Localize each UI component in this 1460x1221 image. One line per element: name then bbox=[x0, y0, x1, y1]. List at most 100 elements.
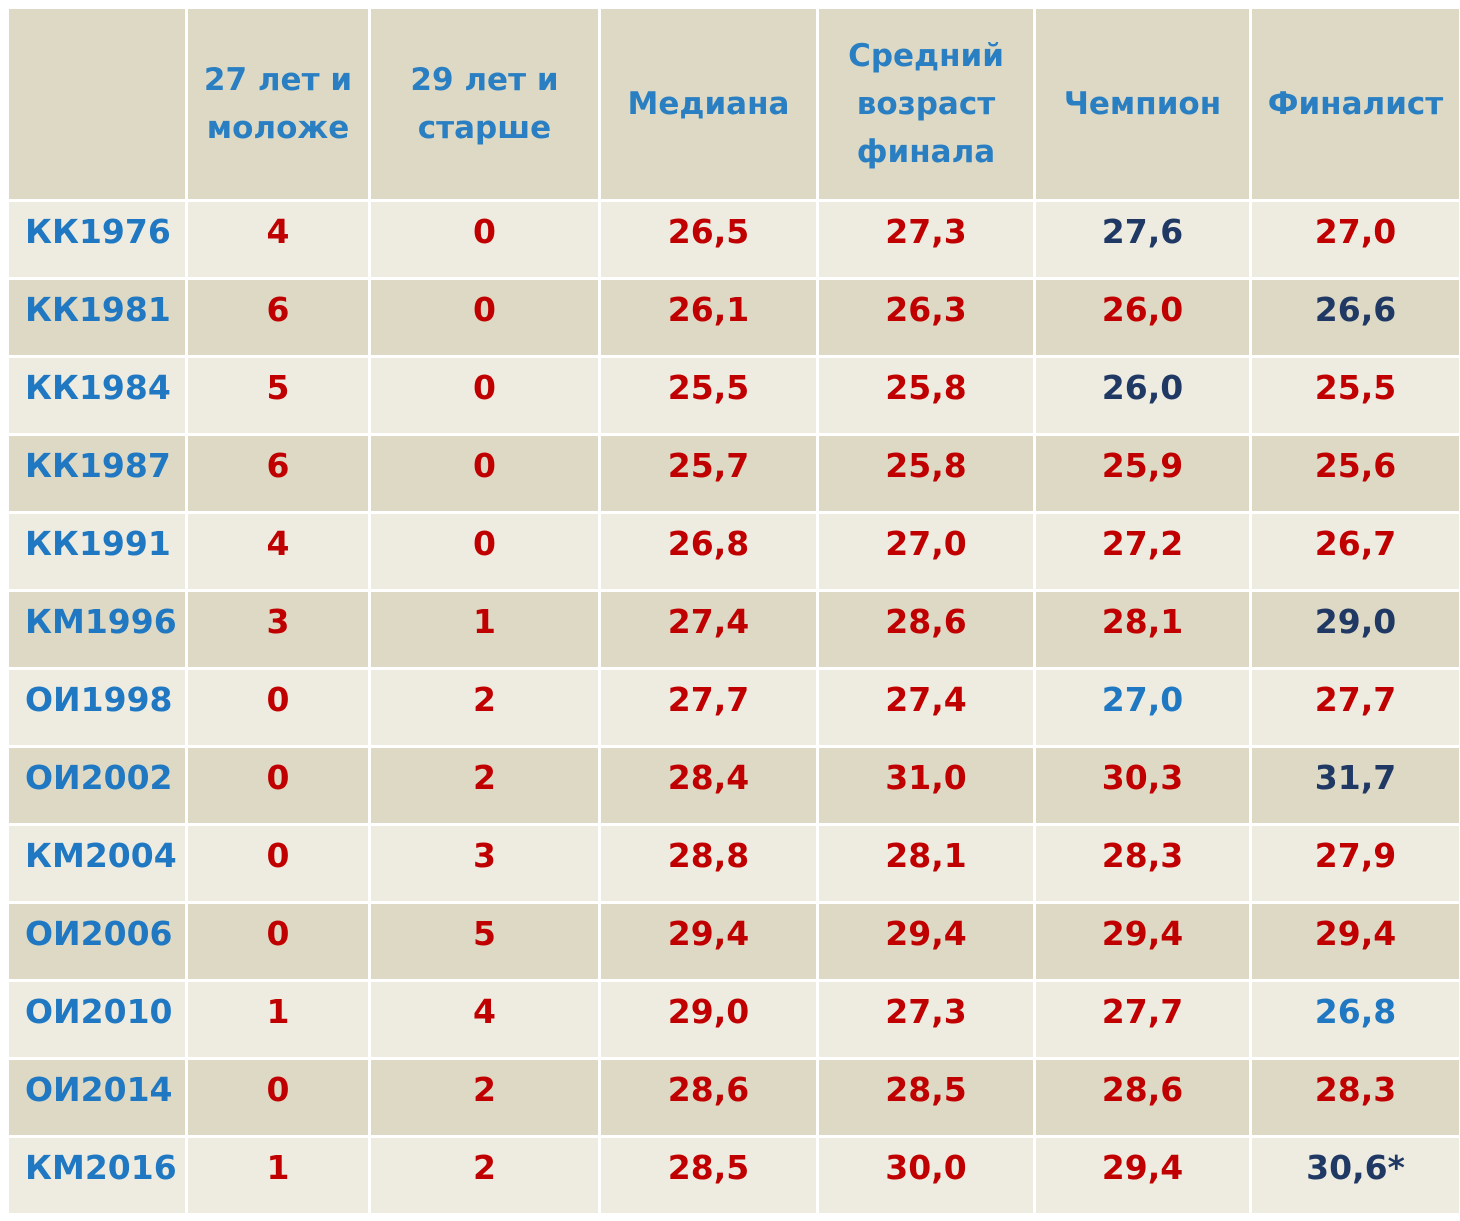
cell-old: 3 bbox=[371, 826, 598, 901]
cell-old-value: 2 bbox=[473, 1148, 496, 1187]
table-row: ОИ1998 0 2 27,7 27,4 27,0 27,7 bbox=[9, 670, 1459, 745]
row-label: КК1981 bbox=[9, 280, 185, 355]
row-label: ОИ2002 bbox=[9, 748, 185, 823]
header-line: старше bbox=[417, 110, 552, 146]
cell-finalist: 27,9 bbox=[1252, 826, 1459, 901]
table-row: КК1991 4 0 26,8 27,0 27,2 26,7 bbox=[9, 514, 1459, 589]
cell-finalist-value: 29,4 bbox=[1314, 914, 1397, 953]
cell-old: 4 bbox=[371, 982, 598, 1057]
cell-finalist: 25,6 bbox=[1252, 436, 1459, 511]
cell-old-value: 0 bbox=[473, 212, 496, 251]
age-table-container: 27 лет и моложе 29 лет и старше Медиана Ср… bbox=[6, 6, 1459, 1216]
row-label-value: КК1984 bbox=[25, 368, 171, 407]
cell-champion-value: 27,7 bbox=[1101, 992, 1184, 1031]
cell-old-value: 2 bbox=[473, 1070, 496, 1109]
header-finalist: Финалист bbox=[1252, 9, 1459, 199]
cell-champion: 29,4 bbox=[1036, 904, 1249, 979]
header-line: моложе bbox=[206, 110, 350, 146]
cell-median: 27,4 bbox=[601, 592, 816, 667]
header-line: Финалист bbox=[1267, 86, 1444, 122]
cell-young-value: 3 bbox=[266, 602, 290, 641]
cell-old-value: 0 bbox=[473, 446, 496, 485]
cell-median-value: 25,7 bbox=[667, 446, 750, 485]
cell-young-value: 4 bbox=[266, 524, 290, 563]
row-label-value: ОИ2002 bbox=[25, 758, 173, 797]
cell-median: 28,5 bbox=[601, 1138, 816, 1213]
cell-median: 29,4 bbox=[601, 904, 816, 979]
table-row: КК1981 6 0 26,1 26,3 26,0 26,6 bbox=[9, 280, 1459, 355]
cell-old-value: 0 bbox=[473, 524, 496, 563]
cell-median-value: 28,4 bbox=[667, 758, 750, 797]
cell-median-value: 28,8 bbox=[667, 836, 750, 875]
cell-finalist-value: 27,0 bbox=[1314, 212, 1397, 251]
cell-finalist: 31,7 bbox=[1252, 748, 1459, 823]
cell-young: 3 bbox=[188, 592, 368, 667]
cell-champion-value: 27,2 bbox=[1101, 524, 1184, 563]
row-label-value: КМ2004 bbox=[25, 836, 177, 875]
header-champion: Чемпион bbox=[1036, 9, 1249, 199]
cell-young-value: 1 bbox=[266, 992, 290, 1031]
cell-finalist-value: 27,9 bbox=[1314, 836, 1397, 875]
cell-avg-final: 25,8 bbox=[819, 436, 1033, 511]
cell-old: 0 bbox=[371, 514, 598, 589]
cell-champion: 29,4 bbox=[1036, 1138, 1249, 1213]
cell-median: 26,5 bbox=[601, 202, 816, 277]
row-label: ОИ2006 bbox=[9, 904, 185, 979]
cell-median-value: 26,1 bbox=[667, 290, 750, 329]
cell-median: 25,5 bbox=[601, 358, 816, 433]
cell-avg-final: 27,3 bbox=[819, 982, 1033, 1057]
cell-old: 2 bbox=[371, 1060, 598, 1135]
row-label: ОИ2014 bbox=[9, 1060, 185, 1135]
cell-old: 0 bbox=[371, 358, 598, 433]
age-table: 27 лет и моложе 29 лет и старше Медиана Ср… bbox=[6, 6, 1460, 1216]
cell-champion-value: 27,0 bbox=[1101, 680, 1184, 719]
cell-champion: 26,0 bbox=[1036, 358, 1249, 433]
cell-champion: 27,2 bbox=[1036, 514, 1249, 589]
header-row: 27 лет и моложе 29 лет и старше Медиана Ср… bbox=[9, 9, 1459, 199]
cell-young: 4 bbox=[188, 202, 368, 277]
cell-champion-value: 29,4 bbox=[1101, 914, 1184, 953]
cell-finalist: 29,0 bbox=[1252, 592, 1459, 667]
cell-avg-final: 27,3 bbox=[819, 202, 1033, 277]
cell-finalist: 27,0 bbox=[1252, 202, 1459, 277]
cell-old-value: 2 bbox=[473, 680, 496, 719]
cell-old-value: 0 bbox=[473, 290, 496, 329]
cell-champion: 28,6 bbox=[1036, 1060, 1249, 1135]
cell-champion-value: 28,6 bbox=[1101, 1070, 1184, 1109]
header-old: 29 лет и старше bbox=[371, 9, 598, 199]
cell-old-value: 0 bbox=[473, 368, 496, 407]
cell-young-value: 6 bbox=[266, 446, 290, 485]
cell-median-value: 29,4 bbox=[667, 914, 750, 953]
table-row: КК1976 4 0 26,5 27,3 27,6 27,0 bbox=[9, 202, 1459, 277]
cell-avg-final-value: 31,0 bbox=[885, 758, 967, 797]
table-row: КМ2016 1 2 28,5 30,0 29,4 30,6* bbox=[9, 1138, 1459, 1213]
cell-young-value: 4 bbox=[266, 212, 290, 251]
cell-finalist-value: 25,5 bbox=[1314, 368, 1397, 407]
cell-median: 26,1 bbox=[601, 280, 816, 355]
header-median: Медиана bbox=[601, 9, 816, 199]
cell-finalist-value: 29,0 bbox=[1314, 602, 1397, 641]
cell-champion-value: 28,3 bbox=[1101, 836, 1184, 875]
cell-avg-final: 27,4 bbox=[819, 670, 1033, 745]
cell-median-value: 29,0 bbox=[667, 992, 750, 1031]
row-label: КМ2004 bbox=[9, 826, 185, 901]
row-label: КК1976 bbox=[9, 202, 185, 277]
cell-young: 4 bbox=[188, 514, 368, 589]
cell-avg-final-value: 26,3 bbox=[885, 290, 967, 329]
cell-avg-final-value: 28,5 bbox=[885, 1070, 967, 1109]
cell-avg-final-value: 27,3 bbox=[885, 992, 967, 1031]
cell-avg-final-value: 29,4 bbox=[885, 914, 967, 953]
cell-old-value: 4 bbox=[473, 992, 496, 1031]
cell-young: 0 bbox=[188, 748, 368, 823]
cell-finalist: 25,5 bbox=[1252, 358, 1459, 433]
cell-avg-final-value: 28,6 bbox=[885, 602, 967, 641]
cell-finalist-value: 28,3 bbox=[1314, 1070, 1397, 1109]
cell-median-value: 27,7 bbox=[667, 680, 750, 719]
cell-old: 0 bbox=[371, 280, 598, 355]
cell-avg-final: 30,0 bbox=[819, 1138, 1033, 1213]
cell-avg-final: 27,0 bbox=[819, 514, 1033, 589]
row-label-value: КК1976 bbox=[25, 212, 171, 251]
cell-old: 5 bbox=[371, 904, 598, 979]
cell-champion: 28,3 bbox=[1036, 826, 1249, 901]
corner-header bbox=[9, 9, 185, 199]
